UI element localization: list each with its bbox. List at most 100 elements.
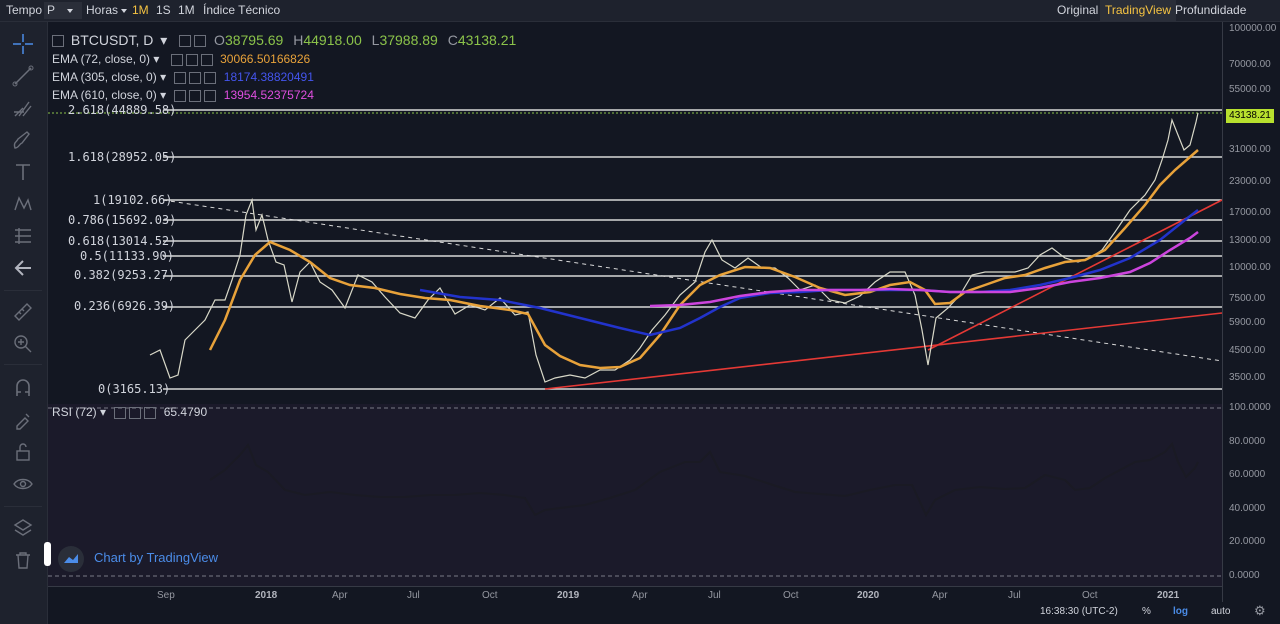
percent-toggle[interactable]: % [1142, 606, 1151, 617]
trash-icon[interactable] [11, 548, 35, 572]
clock-readout: 16:38:30 (UTC-2) [1040, 606, 1118, 617]
rsi-legend[interactable]: RSI (72) ▾ 65.4790 [52, 405, 207, 419]
price-axis-tick: 100000.00 [1229, 23, 1277, 34]
chevron-down-icon[interactable]: ▾ [160, 32, 168, 48]
settings-icon[interactable] [174, 71, 187, 84]
price-axis-tick: 7500.00 [1229, 293, 1266, 304]
settings-icon[interactable] [114, 406, 127, 419]
visibility-icon[interactable] [185, 53, 198, 66]
settings-icon[interactable] [179, 35, 192, 48]
ruler-icon[interactable] [11, 300, 35, 324]
magnet-icon[interactable] [11, 376, 35, 400]
interval-1m-button[interactable]: 1M [132, 3, 149, 17]
brush-icon[interactable] [11, 128, 35, 152]
period-select[interactable]: P [44, 2, 82, 19]
chevron-down-icon[interactable]: ▾ [153, 52, 160, 66]
view-profundidade-button[interactable]: Profundidade [1175, 3, 1247, 17]
time-axis-tick: Oct [783, 590, 799, 601]
price-axis-tick: 13000.00 [1229, 235, 1271, 246]
visibility-icon[interactable] [189, 71, 202, 84]
arrow-left-icon[interactable] [11, 256, 35, 280]
gear-icon[interactable]: ⚙ [1254, 603, 1266, 618]
drawing-toolbar [0, 22, 48, 624]
prediction-icon[interactable] [11, 224, 35, 248]
fib-level-label: 0.382(9253.27) [74, 268, 176, 282]
fib-level-label: 0.236(6926.39) [74, 299, 176, 313]
watermark-text: Chart by TradingView [94, 550, 219, 565]
time-axis-tick: Jul [407, 590, 420, 601]
time-axis-tick: 2018 [255, 590, 278, 601]
view-original-button[interactable]: Original [1057, 3, 1099, 17]
chevron-down-icon[interactable]: ▾ [160, 88, 167, 102]
price-axis-tick: 70000.00 [1229, 59, 1271, 70]
auto-toggle[interactable]: auto [1211, 606, 1231, 617]
close-icon[interactable] [204, 71, 217, 84]
zoom-in-icon[interactable] [11, 332, 35, 356]
close-icon[interactable] [144, 406, 157, 419]
rsi-axis-tick: 20.0000 [1229, 536, 1266, 547]
price-axis-tick: 5900.00 [1229, 317, 1266, 328]
divider [4, 364, 42, 365]
ema305-legend[interactable]: EMA (305, close, 0) ▾ 18174.38820491 [52, 70, 314, 84]
pane-resize-handle[interactable] [44, 542, 51, 566]
ema610-legend[interactable]: EMA (610, close, 0) ▾ 13954.52375724 [52, 88, 314, 102]
divider [4, 290, 42, 291]
tradingview-watermark[interactable]: Chart by TradingView [58, 544, 218, 572]
crosshair-icon[interactable] [11, 32, 35, 56]
time-axis-tick: Oct [1082, 590, 1098, 601]
fib-level-label: 0.618(13014.52) [68, 234, 177, 248]
chevron-down-icon [67, 8, 74, 13]
text-tool-icon[interactable] [11, 160, 35, 184]
chevron-down-icon[interactable]: ▾ [160, 70, 167, 84]
view-tradingview-button[interactable]: TradingView [1100, 0, 1177, 21]
horas-dropdown[interactable]: Horas [83, 2, 130, 19]
period-value: P [47, 3, 56, 17]
pattern-icon[interactable] [11, 192, 35, 216]
tempo-label: Tempo [6, 3, 43, 17]
ema72-value: 30066.50166826 [220, 52, 311, 66]
ema72-label: EMA (72, close, 0) [52, 52, 151, 66]
collapse-icon[interactable] [52, 35, 64, 48]
close-icon[interactable] [204, 89, 217, 102]
visibility-icon[interactable] [189, 89, 202, 102]
trendline-icon[interactable] [11, 64, 35, 88]
visibility-icon[interactable] [129, 406, 142, 419]
time-scale[interactable] [48, 586, 1222, 603]
interval-1M-button[interactable]: 1M [178, 3, 195, 17]
settings-icon[interactable] [174, 89, 187, 102]
rsi-pane[interactable] [48, 404, 1222, 586]
time-axis-tick: 2020 [857, 590, 880, 601]
close-value: 43138.21 [457, 32, 517, 48]
settings-icon[interactable] [170, 53, 183, 66]
time-axis-tick: 2019 [557, 590, 580, 601]
layers-icon[interactable] [11, 516, 35, 540]
divider [4, 506, 42, 507]
stay-drawing-icon[interactable] [11, 408, 35, 432]
time-axis-tick: Oct [482, 590, 498, 601]
rsi-value: 65.4790 [163, 405, 208, 419]
ema72-legend[interactable]: EMA (72, close, 0) ▾ 30066.50166826 [52, 52, 310, 66]
bottom-bar: 16:38:30 (UTC-2) % log auto ⚙ [48, 602, 1280, 624]
time-axis-tick: 2021 [1157, 590, 1180, 601]
symbol-legend: BTCUSDT, D ▾ O38795.69 H44918.00 L37988.… [52, 32, 516, 49]
eye-icon[interactable] [11, 472, 35, 496]
rsi-axis-tick: 80.0000 [1229, 436, 1266, 447]
top-toolbar: Tempo P Horas 1M 1S 1M Índice Técnico Or… [0, 0, 1280, 22]
close-icon[interactable] [200, 53, 213, 66]
lock-icon[interactable] [11, 440, 35, 464]
close-label: C [447, 32, 458, 48]
log-toggle[interactable]: log [1173, 606, 1188, 617]
time-axis-tick: Jul [1008, 590, 1021, 601]
indicator-button[interactable]: Índice Técnico [203, 3, 281, 17]
time-axis-tick: Apr [632, 590, 648, 601]
chevron-down-icon[interactable]: ▾ [100, 405, 107, 419]
pitchfork-icon[interactable] [11, 96, 35, 120]
ema610-value: 13954.52375724 [223, 88, 314, 102]
rsi-axis-tick: 60.0000 [1229, 469, 1266, 480]
fib-level-label: 2.618(44889.58) [68, 103, 177, 117]
interval-1s-button[interactable]: 1S [156, 3, 171, 17]
fib-level-label: 1.618(28952.05) [68, 150, 177, 164]
open-label: O [214, 32, 225, 48]
time-axis-tick: Apr [932, 590, 948, 601]
visibility-icon[interactable] [194, 35, 207, 48]
